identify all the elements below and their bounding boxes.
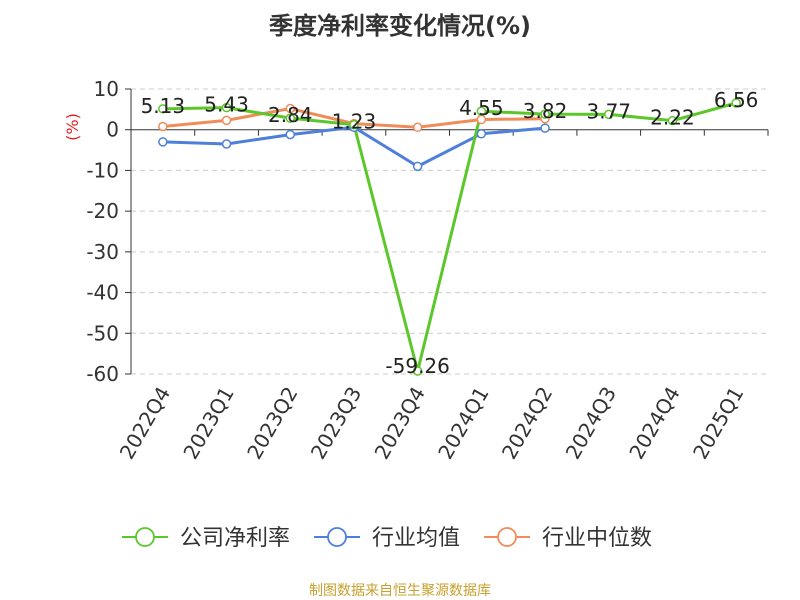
- x-tick-label: 2024Q1: [433, 383, 493, 464]
- data-point: [158, 137, 168, 147]
- data-label: 4.55: [459, 96, 504, 120]
- data-point: [604, 109, 614, 120]
- y-tick-label: -50: [86, 321, 119, 345]
- chart-title: 季度净利率变化情况(%): [269, 12, 531, 40]
- data-point: [221, 139, 232, 149]
- legend-label: 行业中位数: [542, 526, 652, 551]
- x-tick-label: 2024Q2: [497, 383, 557, 464]
- y-tick-label: -40: [86, 281, 119, 305]
- data-point: [349, 119, 359, 130]
- legend-marker: [497, 527, 517, 547]
- axes: 100-10-20-30-40-50-60(%)2022Q4 2023Q1 2023…: [63, 77, 769, 464]
- data-point: [476, 106, 487, 116]
- data-labels: 5.13 5.43 2.84 1.23 -59.26 4.55 3.82 3.77 2.22 6.…: [141, 88, 759, 378]
- data-point: [221, 102, 232, 113]
- y-tick-label: -30: [86, 240, 119, 264]
- x-tick-label: 2022Q4: [115, 383, 175, 464]
- legend-marker: [135, 527, 155, 547]
- data-point: [540, 123, 550, 133]
- data-point: [540, 109, 550, 119]
- data-point: [731, 98, 741, 108]
- y-tick-label: 0: [106, 118, 119, 142]
- data-label: 2.22: [650, 106, 695, 130]
- series-lines: [162, 101, 737, 373]
- data-label: -59.26: [385, 354, 449, 378]
- series-points: [158, 98, 741, 376]
- x-tick-label: 2024Q4: [624, 383, 684, 464]
- legend-label: 行业均值: [372, 526, 460, 551]
- x-tick-label: 2023Q4: [370, 383, 430, 464]
- data-label: 2.84: [268, 103, 313, 127]
- y-tick-label: -60: [86, 362, 119, 386]
- y-tick-label: 10: [94, 77, 119, 101]
- data-label: 5.43: [204, 93, 249, 117]
- data-point: [412, 122, 423, 133]
- data-point: [667, 115, 678, 126]
- legend: 公司净利率 行业均值 行业中位数: [122, 526, 652, 551]
- data-point: [285, 113, 295, 123]
- x-tick-label: 2023Q2: [242, 383, 302, 464]
- data-point: [476, 129, 487, 139]
- x-tick-label: 2023Q3: [306, 383, 366, 464]
- series-line: [162, 101, 737, 373]
- x-tick-label: 2025Q1: [688, 383, 748, 464]
- source-note: 制图数据来自恒生聚源数据库: [309, 583, 491, 599]
- y-tick-label: -10: [86, 158, 119, 182]
- y-tick-label: -20: [86, 199, 119, 223]
- y-axis-label: (%): [63, 113, 82, 141]
- data-point: [158, 121, 168, 132]
- legend-label: 公司净利率: [180, 526, 290, 551]
- data-point: [158, 104, 168, 114]
- legend-marker: [327, 527, 347, 547]
- data-point: [412, 366, 423, 376]
- data-point: [221, 115, 232, 126]
- x-tick-label: 2023Q1: [178, 383, 238, 464]
- data-label: 3.82: [523, 99, 568, 123]
- data-point: [285, 103, 295, 114]
- data-label: 6.56: [714, 88, 759, 112]
- data-label: 3.77: [586, 99, 631, 123]
- data-point: [285, 129, 295, 140]
- grid-lines: [131, 88, 768, 375]
- data-point: [412, 161, 423, 172]
- data-label: 5.13: [141, 94, 186, 118]
- data-label: 1.23: [332, 110, 377, 134]
- x-tick-label: 2024Q3: [561, 383, 621, 464]
